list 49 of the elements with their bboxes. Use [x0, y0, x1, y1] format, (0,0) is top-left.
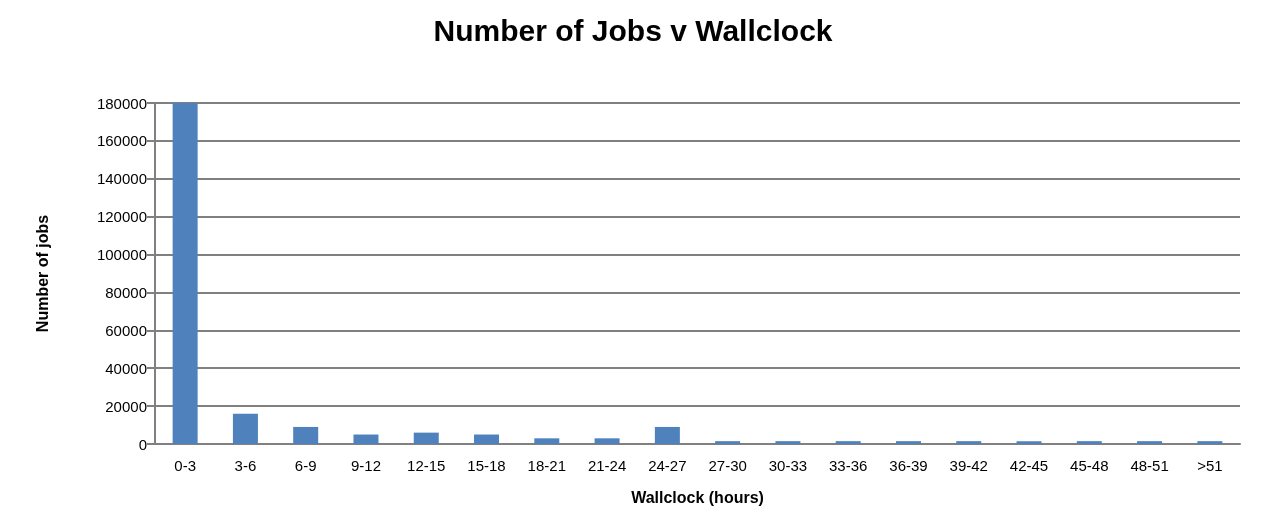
x-tick-label: 39-42	[949, 457, 988, 474]
bar	[232, 413, 258, 444]
y-tick-label: 0	[138, 435, 147, 453]
bar	[1137, 441, 1163, 444]
bar	[172, 103, 198, 444]
bar	[1076, 441, 1102, 444]
bar	[594, 438, 620, 444]
y-tick-label: 60000	[105, 321, 147, 339]
bar	[835, 441, 861, 444]
x-tick-label: 48-51	[1130, 457, 1169, 474]
bar	[895, 441, 921, 444]
x-tick-label: 15-18	[467, 457, 506, 474]
y-tick-label: 40000	[105, 359, 147, 377]
x-tick-label: 45-48	[1070, 457, 1109, 474]
bar	[413, 432, 439, 444]
chart-title: Number of Jobs v Wallclock	[433, 13, 833, 47]
y-tick-label: 160000	[96, 132, 147, 150]
y-tick-label: 80000	[105, 283, 147, 301]
x-tick-label: 18-21	[527, 457, 566, 474]
bar	[474, 434, 500, 444]
bar	[534, 438, 560, 444]
x-tick-label: 0-3	[174, 457, 196, 474]
y-tick-label: 140000	[96, 170, 147, 188]
x-tick-label: >51	[1197, 457, 1223, 474]
bar	[293, 426, 319, 444]
bar	[715, 441, 741, 444]
bar	[956, 441, 982, 444]
bar	[1016, 441, 1042, 444]
y-axis-title: Number of jobs	[33, 214, 51, 333]
x-tick-label: 33-36	[829, 457, 868, 474]
x-tick-label: 6-9	[294, 457, 317, 474]
y-tick-label: 120000	[96, 208, 147, 226]
x-tick-label: 36-39	[889, 457, 928, 474]
bar	[1197, 441, 1223, 444]
x-tick-label: 27-30	[708, 457, 747, 474]
x-axis-title: Wallclock (hours)	[631, 488, 764, 506]
y-tick-label: 20000	[105, 397, 147, 415]
x-tick-label: 42-45	[1009, 457, 1049, 474]
bar	[353, 434, 379, 444]
x-tick-label: 3-6	[234, 457, 257, 474]
x-tick-label: 30-33	[768, 457, 808, 474]
y-tick-label: 180000	[96, 94, 147, 112]
bar	[775, 441, 801, 444]
x-tick-label: 21-24	[587, 457, 627, 474]
bar	[654, 426, 680, 444]
x-tick-label: 9-12	[350, 457, 381, 474]
y-tick-label: 100000	[96, 246, 147, 264]
x-tick-label: 24-27	[648, 457, 687, 474]
x-tick-label: 12-15	[407, 457, 446, 474]
